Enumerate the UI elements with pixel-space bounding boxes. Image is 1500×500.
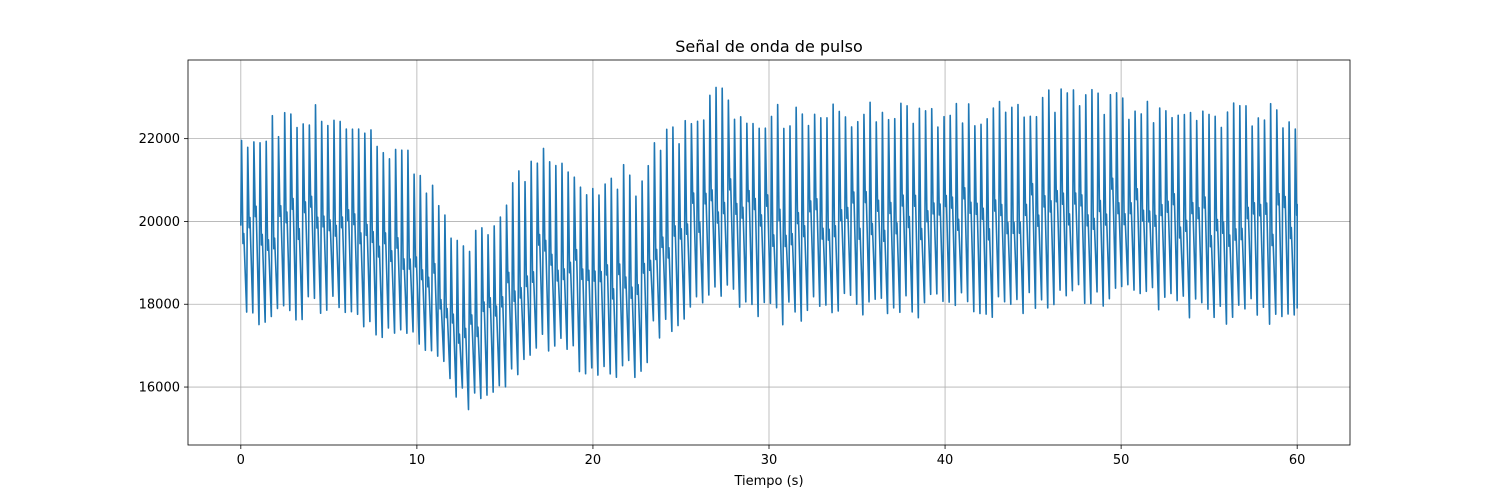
y-tick-label: 18000 (139, 298, 180, 313)
x-tick-label: 40 (937, 453, 954, 468)
y-axis: 16000 18000 20000 22000 (139, 132, 188, 396)
x-tick-label: 0 (237, 453, 245, 468)
x-tick-label: 20 (585, 453, 602, 468)
x-axis-label: Tiempo (s) (733, 474, 803, 489)
x-tick-label: 60 (1289, 453, 1306, 468)
series-signal (240, 86, 1298, 411)
y-tick-label: 20000 (139, 215, 180, 230)
x-tick-label: 10 (409, 453, 426, 468)
signal-line (240, 86, 1298, 411)
x-tick-label: 30 (761, 453, 778, 468)
x-axis: 0 10 20 30 40 50 60 (237, 445, 1306, 468)
y-tick-label: 22000 (139, 132, 180, 147)
chart-title: Señal de onda de pulso (675, 37, 863, 56)
y-tick-label: 16000 (139, 381, 180, 396)
x-tick-label: 50 (1113, 453, 1130, 468)
